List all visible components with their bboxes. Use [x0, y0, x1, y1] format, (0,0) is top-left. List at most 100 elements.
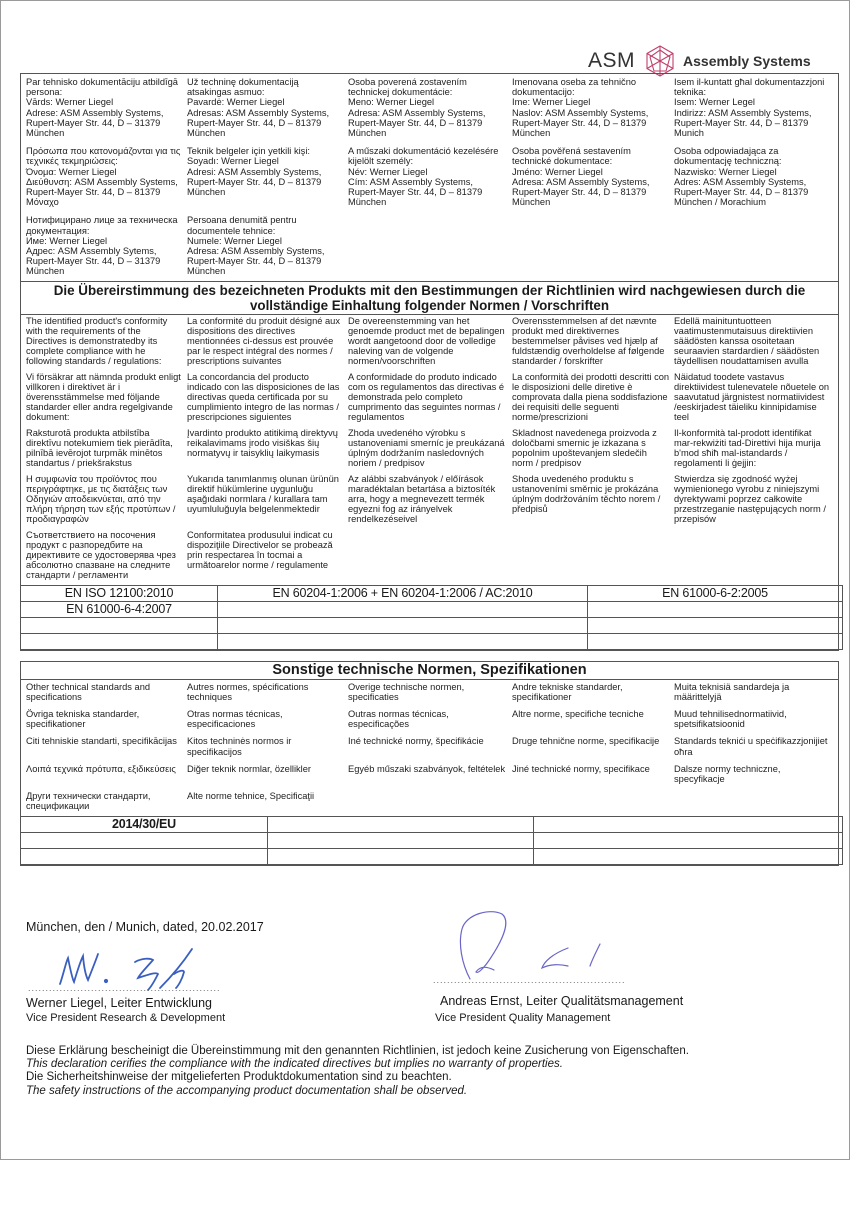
statement-cell: Kitos techninės normos ir specifikacijos: [187, 736, 292, 757]
table-row: [20, 831, 843, 849]
statement-cell: Įvardinto produkto atitikimą direktyvų r…: [187, 427, 338, 459]
table-cell: [587, 632, 843, 650]
statement-cell: [512, 530, 674, 581]
signatory-2-title: Vice President Quality Management: [435, 1011, 611, 1024]
table-cell: [587, 616, 843, 634]
statement-cell: A műszaki dokumentáció kezelésére kijelö…: [348, 146, 499, 208]
disclaimer-line-en: This declaration cerifies the compliance…: [26, 1057, 563, 1070]
table-cell: [267, 847, 534, 865]
statement-cell: Outras normas técnicas, especificações: [348, 708, 449, 730]
table-cell: [533, 815, 843, 833]
statement-cell: Altre norme, specifiche tecniche: [512, 708, 644, 719]
statement-cell: Teknik belgeler için yetkili kişi: Soyad…: [187, 146, 322, 198]
statement-cell: Otras normas técnicas, especificaciones: [187, 708, 283, 730]
statement-cell: Съответствието на посочения продукт с ра…: [26, 529, 176, 581]
statement-cell: Övriga tekniska standarder, specifikatio…: [26, 708, 140, 730]
table-cell: EN ISO 12100:2010: [20, 584, 218, 602]
statement-cell: The identified product's conformity with…: [26, 315, 168, 367]
statement-cell: [512, 215, 674, 276]
table-cell: EN 60204-1:2006 + EN 60204-1:2006 / AC:2…: [217, 584, 588, 602]
statement-cell: Egyéb műszaki szabványok, feltételek: [348, 763, 506, 774]
table-cell: [217, 632, 588, 650]
document-body: Par tehnisko dokumentāciju atbildīgā per…: [20, 73, 843, 1220]
signature-line-1: ........................................…: [28, 982, 221, 993]
statement-cell: Other technical standards and specificat…: [26, 681, 151, 702]
statement-cell: Az alábbi szabványok / előírások maradék…: [348, 473, 496, 525]
statement-cell: [512, 791, 674, 811]
statement-cell: Vi försäkrar att nämnda produkt enligt v…: [26, 371, 181, 423]
statement-cell: [674, 530, 843, 581]
signature-andreas-ernst: [459, 910, 601, 980]
statement-cell: Osoba poverená zostavením technickej dok…: [348, 77, 486, 139]
statement-cell: Diğer teknik normlar, özellikler: [187, 763, 312, 774]
disclaimer-line-de: Diese Erklärung bescheinigt die Übereins…: [26, 1044, 689, 1057]
conformity-statements: The identified product's conformity with…: [21, 315, 838, 585]
other-standards-title: Sonstige technische Normen, Spezifikatio…: [21, 662, 838, 680]
statement-cell: [674, 791, 843, 811]
table-cell: [20, 632, 218, 650]
statement-cell: [348, 215, 512, 276]
statement-cell: Persoana denumită pentru documentele teh…: [187, 215, 325, 277]
signature-werner-liegel: [59, 947, 193, 991]
table-cell: [20, 616, 218, 634]
signatory-1-name: Werner Liegel, Leiter Entwicklung: [26, 995, 212, 1010]
declaration-box: Par tehnisko dokumentāciju atbildīgā per…: [20, 73, 843, 651]
statement-cell: Druge tehnične norme, specifikacije: [512, 736, 660, 747]
statement-cell: Par tehnisko dokumentāciju atbildīgā per…: [26, 77, 178, 139]
statement-cell: [348, 530, 512, 581]
statement-cell: Skladnost navedenega proizvoda z določba…: [512, 427, 657, 469]
statement-cell: Isem il-kuntatt għal dokumentazzjoni tek…: [674, 77, 825, 139]
statement-cell: Citi tehniskie standarti, specifikācijas: [26, 736, 177, 747]
statement-cell: Muita teknisiä sandardeja ja määrittelyj…: [674, 681, 790, 702]
statement-cell: [674, 215, 843, 276]
statement-cell: Shoda uvedeného produktu s ustanoveními …: [512, 473, 661, 515]
statement-cell: Yukarıda tanımlanmış olunan ürünün direk…: [187, 473, 339, 515]
statement-cell: La conformité du produit désigné aux dis…: [187, 315, 340, 367]
statement-cell: Osoba odpowiadająca za dokumentację tech…: [674, 146, 809, 208]
statement-cell: Standards teknići u speċifikazzjonijiet …: [674, 736, 828, 757]
table-cell: [533, 847, 843, 865]
statement-cell: Overige technische normen, specificaties: [348, 681, 465, 702]
table-row: [20, 616, 843, 634]
statement-cell: Iné technické normy, špecifikácie: [348, 736, 484, 747]
statement-cell: Overensstemmelsen af det nævnte produkt …: [512, 315, 665, 367]
disclaimer: Diese Erklärung bescheinigt die Übereins…: [26, 1045, 689, 1099]
table-row: [20, 632, 843, 650]
statement-cell: Muud tehnilisednormatiivid, spetsifikats…: [674, 708, 787, 730]
statement-cell: Други технически стандарти, спецификации: [26, 791, 151, 812]
other-standards-box: Sonstige technische Normen, Spezifikatio…: [20, 660, 843, 866]
statement-cell: De overeenstemming van het genoemde prod…: [348, 315, 505, 367]
statement-cell: Η συμφωνία του προϊόντος που περιγράφτηκ…: [26, 473, 176, 525]
table-cell: [587, 600, 843, 618]
table-cell: [533, 831, 843, 849]
statement-cell: Imenovana oseba za tehnično dokumentacij…: [512, 77, 649, 139]
statement-cell: Edellä mainituntuotteen vaatimustenmutai…: [674, 315, 820, 367]
statement-cell: Stwierdza się zgodność wyżej wymienioneg…: [674, 473, 826, 525]
table-cell: EN 61000-6-2:2005: [587, 584, 843, 602]
table-cell: [20, 847, 268, 865]
signatory-1-title: Vice President Research & Development: [26, 1011, 226, 1024]
table-cell: [217, 616, 588, 634]
table-row: EN 61000-6-4:2007: [20, 600, 843, 618]
place-date: München, den / Munich, dated, 20.02.2017: [26, 919, 264, 934]
signature-area: München, den / Munich, dated, 20.02.2017…: [20, 910, 839, 1220]
table-row: EN ISO 12100:2010 EN 60204-1:2006 + EN 60…: [20, 584, 843, 602]
table-row: 2014/30/EU: [20, 815, 843, 833]
table-cell: EN 61000-6-4:2007: [20, 600, 218, 618]
safety-line-de: Die Sicherheitshinweise der mitgeliefert…: [26, 1071, 452, 1084]
statement-cell: Raksturotā produkta atbilstība direktīvu…: [26, 427, 173, 469]
table-cell: [267, 815, 534, 833]
statement-cell: [348, 791, 512, 811]
statement-cell: Λοιπά τεχνικά πρότυπα, εξιδικεύσεις: [26, 763, 176, 774]
statement-cell: La conformità dei prodotti descritti con…: [512, 371, 670, 423]
hexagon-logo-icon: [646, 45, 674, 77]
logo-brand: ASM: [588, 49, 636, 72]
statement-cell: Πρόσωπα που κατονομάζονται για τις τεχνι…: [26, 146, 181, 208]
logo-tagline: Assembly Systems: [683, 53, 811, 69]
table-cell: 2014/30/EU: [20, 815, 268, 833]
statement-cell: Autres normes, spécifications techniques: [187, 681, 309, 702]
statement-cell: Osoba pověřená sestavením technické doku…: [512, 146, 650, 208]
standards-table: EN ISO 12100:2010 EN 60204-1:2006 + EN 60…: [20, 584, 843, 650]
safety-line-en: The safety instructions of the accompany…: [26, 1084, 468, 1097]
signatory-2-name: Andreas Ernst, Leiter Qualitätsmanagemen…: [440, 993, 684, 1008]
